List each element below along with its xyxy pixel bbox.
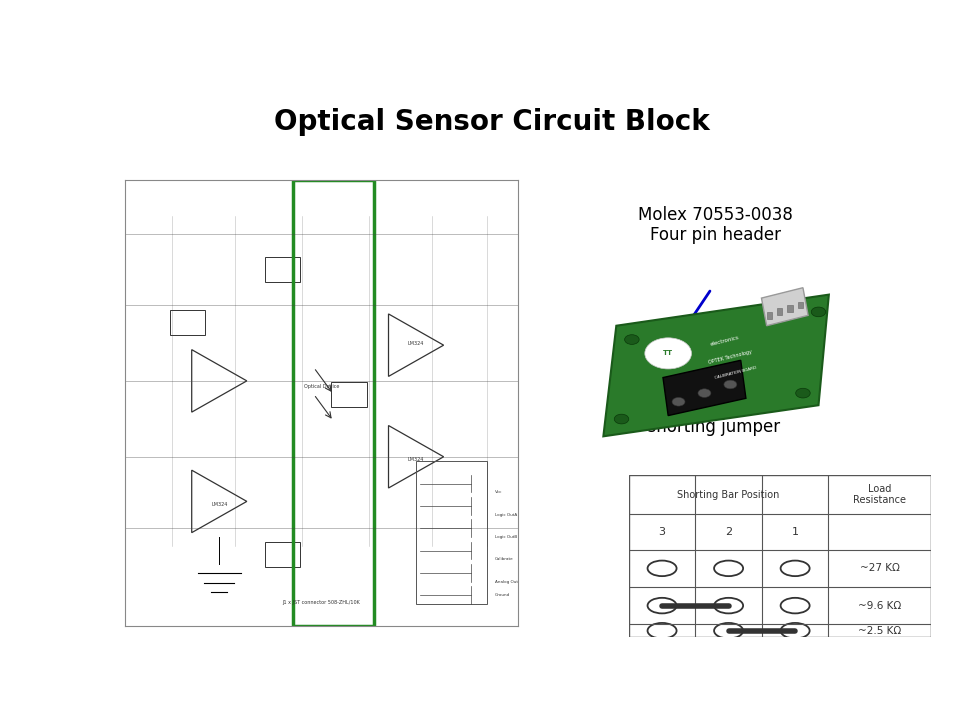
Text: electronics: electronics [710, 336, 740, 347]
Text: Ground: Ground [494, 593, 510, 597]
Circle shape [724, 380, 737, 389]
Text: ~27 KΩ: ~27 KΩ [860, 563, 900, 573]
Circle shape [625, 335, 639, 344]
Polygon shape [761, 288, 808, 325]
Text: J1 x JST connector 508-ZHL/10K: J1 x JST connector 508-ZHL/10K [282, 600, 361, 605]
Text: Shorting Bar Position: Shorting Bar Position [678, 490, 780, 500]
Text: CALIBRATION BOARD: CALIBRATION BOARD [714, 365, 756, 379]
Bar [265, 257, 300, 282]
Circle shape [672, 397, 685, 406]
Circle shape [714, 561, 743, 576]
Text: ~9.6 KΩ: ~9.6 KΩ [858, 600, 901, 611]
Bar [416, 462, 487, 604]
Circle shape [698, 389, 711, 397]
Bar [331, 382, 367, 407]
Bar [170, 310, 205, 336]
Text: Optical Sensor: Optical Sensor [318, 181, 439, 199]
Text: Logic OutB: Logic OutB [494, 535, 517, 539]
Text: 3: 3 [659, 527, 665, 537]
Circle shape [648, 598, 677, 613]
Circle shape [780, 598, 809, 613]
Text: TT: TT [663, 351, 673, 356]
Bar [767, 312, 772, 319]
Circle shape [648, 623, 677, 639]
Polygon shape [604, 294, 828, 436]
Circle shape [714, 623, 743, 639]
Circle shape [714, 598, 743, 613]
Text: 1: 1 [792, 527, 799, 537]
Bar [265, 542, 300, 567]
Text: Molex 70553-0038
Four pin header: Molex 70553-0038 Four pin header [637, 206, 793, 244]
Text: Calibrate: Calibrate [494, 557, 514, 562]
Circle shape [796, 388, 810, 398]
Polygon shape [663, 360, 746, 415]
Text: Load
Resistance: Load Resistance [853, 484, 906, 505]
Bar [777, 308, 782, 315]
Circle shape [780, 561, 809, 576]
Bar [798, 302, 803, 308]
Circle shape [811, 307, 826, 317]
Text: LM324: LM324 [408, 341, 424, 346]
Text: LM324: LM324 [408, 457, 424, 462]
Text: 2: 2 [725, 527, 732, 537]
Text: LM324: LM324 [211, 502, 228, 507]
Bar [293, 180, 374, 626]
Text: OPTEK Technology: OPTEK Technology [708, 349, 753, 365]
Circle shape [645, 338, 691, 369]
Bar [787, 305, 793, 312]
Circle shape [780, 623, 809, 639]
Text: Vcc: Vcc [494, 490, 502, 495]
Text: Three pin header
with shorting jumper: Three pin header with shorting jumper [608, 397, 780, 436]
Circle shape [614, 414, 629, 424]
Text: ~2.5 KΩ: ~2.5 KΩ [858, 626, 901, 636]
Text: Optical Device: Optical Device [304, 384, 339, 389]
Text: Logic OutA: Logic OutA [494, 513, 517, 517]
Text: Analog Out: Analog Out [494, 580, 517, 584]
Text: Optical Sensor Circuit Block: Optical Sensor Circuit Block [275, 109, 709, 136]
Circle shape [648, 561, 677, 576]
